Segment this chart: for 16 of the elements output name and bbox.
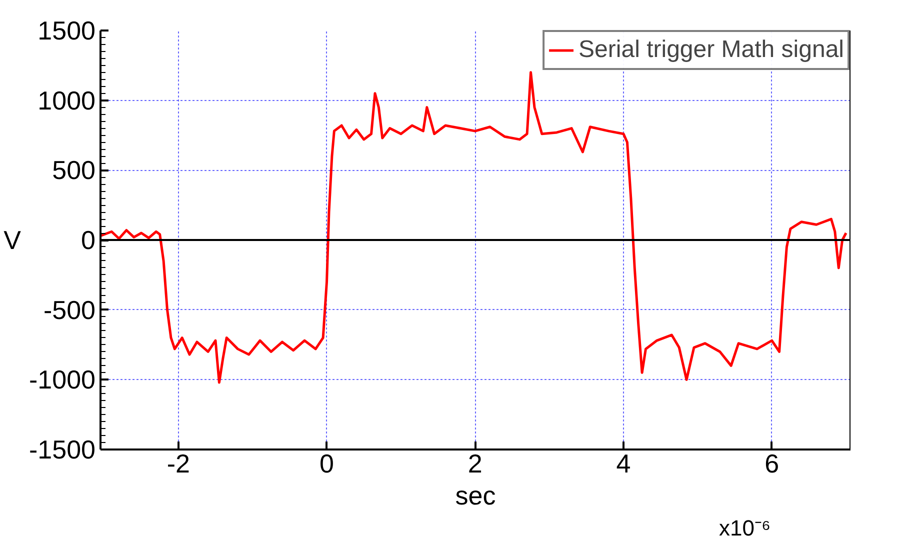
- y-tick-label: -500: [43, 294, 96, 325]
- y-tick-label: 500: [52, 155, 96, 186]
- y-tick-label: 0: [81, 225, 96, 255]
- y-axis-title: V: [4, 225, 22, 255]
- legend-label: Serial trigger Math signal: [578, 36, 844, 64]
- x-tick-label: 2: [468, 448, 482, 478]
- y-tick-label: 1500: [38, 16, 96, 46]
- x-tick-label: 4: [616, 448, 631, 478]
- x-axis-title: sec: [455, 480, 496, 510]
- y-tick-label: -1000: [29, 364, 96, 395]
- x-tick-label: 0: [320, 448, 334, 478]
- x-tick-label: 6: [764, 448, 780, 478]
- x-tick-label: -2: [166, 448, 190, 478]
- text: x10⁻⁶: [718, 516, 771, 540]
- y-tick-label: -1500: [29, 434, 96, 464]
- y-tick-label: 1000: [38, 85, 96, 116]
